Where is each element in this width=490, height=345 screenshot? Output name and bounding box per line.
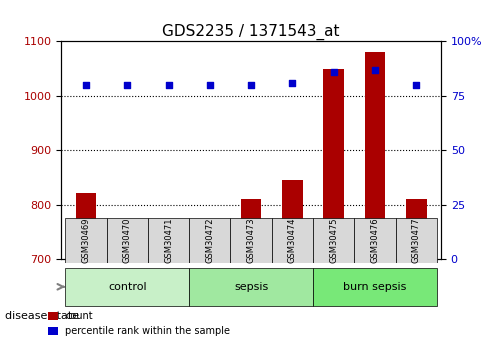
FancyBboxPatch shape (313, 268, 437, 306)
Text: GSM30470: GSM30470 (123, 218, 132, 263)
Point (82, 82, 90, 88)
Text: GSM30475: GSM30475 (329, 218, 338, 263)
Point (247, 82, 255, 88)
Text: GSM30474: GSM30474 (288, 218, 297, 263)
Bar (158, 229, 179, 259)
Legend: count, percentile rank within the sample: count, percentile rank within the sample (44, 307, 234, 340)
Point (289, 80, 296, 86)
Point (123, 82, 131, 88)
Text: GSM30472: GSM30472 (205, 218, 214, 263)
Text: GSM30476: GSM30476 (370, 218, 379, 263)
FancyBboxPatch shape (65, 268, 189, 306)
Bar (117, 240, 138, 259)
Point (412, 82, 420, 88)
FancyBboxPatch shape (313, 218, 354, 263)
FancyBboxPatch shape (395, 218, 437, 263)
FancyBboxPatch shape (107, 218, 148, 263)
FancyBboxPatch shape (189, 218, 230, 263)
Point (330, 69, 338, 75)
Title: GDS2235 / 1371543_at: GDS2235 / 1371543_at (162, 24, 340, 40)
Bar (241, 199, 262, 259)
Text: GSM30469: GSM30469 (81, 218, 91, 263)
FancyBboxPatch shape (189, 268, 313, 306)
Text: GSM30477: GSM30477 (412, 218, 421, 263)
Text: sepsis: sepsis (234, 282, 268, 292)
Bar (75, 193, 97, 259)
Bar (365, 52, 385, 259)
Text: GSM30473: GSM30473 (246, 218, 256, 263)
Text: burn sepsis: burn sepsis (343, 282, 407, 292)
Text: GSM30471: GSM30471 (164, 218, 173, 263)
Bar (323, 69, 344, 259)
Point (371, 67, 379, 72)
Text: control: control (108, 282, 147, 292)
Point (165, 82, 172, 88)
Bar (282, 180, 303, 259)
Bar (199, 248, 220, 259)
Bar (406, 199, 427, 259)
Text: disease state: disease state (5, 311, 79, 321)
FancyBboxPatch shape (354, 218, 395, 263)
FancyBboxPatch shape (272, 218, 313, 263)
FancyBboxPatch shape (65, 218, 107, 263)
Point (206, 82, 214, 88)
FancyBboxPatch shape (148, 218, 189, 263)
FancyBboxPatch shape (230, 218, 272, 263)
